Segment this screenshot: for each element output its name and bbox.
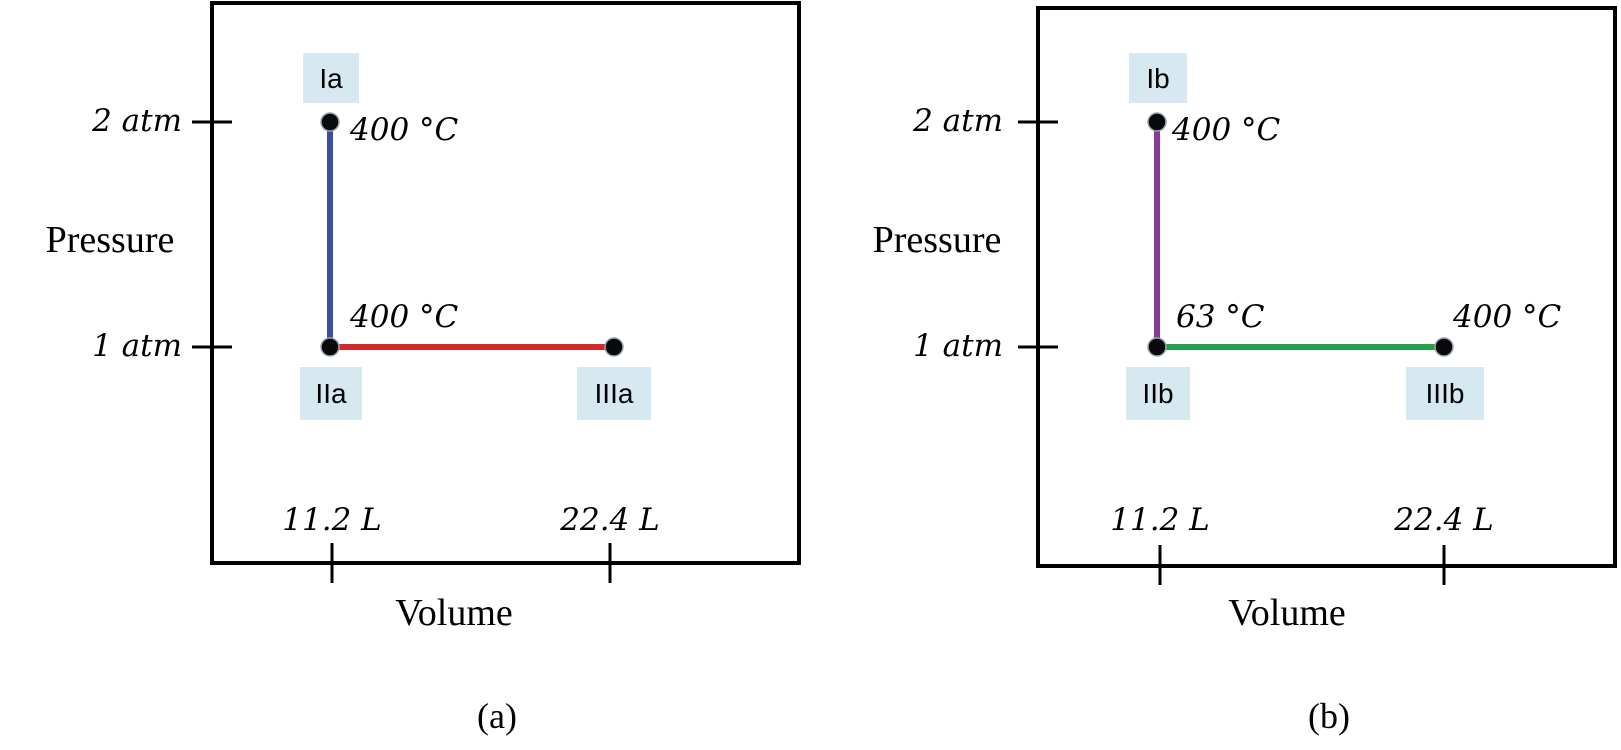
panel-b-temp-iib: 63 °C <box>1176 299 1265 335</box>
panel-b-temp-ib: 400 °C <box>1171 112 1281 148</box>
panel-a-state-label-ia: Ia <box>319 63 343 94</box>
panel-a-point-iia <box>320 337 340 357</box>
panel-a-state-label-iia: IIa <box>315 378 347 409</box>
panel-b-x-axis-title: Volume <box>1228 592 1346 634</box>
panel-b-state-label-iib: IIb <box>1142 378 1173 409</box>
panel-b-y-axis-title: Pressure <box>873 219 1002 261</box>
panel-b-state-box-iib <box>1126 367 1190 420</box>
panel-a-state-box-iiia <box>577 367 651 420</box>
panel-b-point-iiib <box>1434 337 1454 357</box>
panel-a-state-label-iiia: IIIa <box>595 378 634 409</box>
panel-a-state-box-ia <box>303 53 359 103</box>
panel-b-point-ib <box>1147 112 1167 132</box>
panel-b-state-box-ib <box>1129 53 1187 103</box>
panel-b-y-tick-label-1atm: 1 atm <box>913 328 1003 364</box>
panel-b-x-tick-label-22L: 22.4 L <box>1393 502 1493 538</box>
panel-a-x-tick-label-22L: 22.4 L <box>559 502 659 538</box>
panel-b-y-tick-label-2atm: 2 atm <box>912 103 1003 139</box>
panel-b-state-label-ib: Ib <box>1146 63 1169 94</box>
panel-a-caption: (a) <box>477 696 517 736</box>
panel-b-state-box-iiib <box>1406 367 1484 420</box>
panel-b-temp-iiib: 400 °C <box>1452 299 1562 335</box>
panel-a-y-tick-label-1atm: 1 atm <box>92 328 182 364</box>
panel-b-point-iib <box>1147 337 1167 357</box>
panel-a-state-box-iia <box>300 367 362 420</box>
panel-a: 2 atm 1 atm 11.2 L 22.4 L Pressure Volum… <box>46 1 801 736</box>
panel-a-point-ia <box>320 112 340 132</box>
panel-a-y-tick-label-2atm: 2 atm <box>91 103 182 139</box>
panel-a-frame <box>210 1 801 565</box>
panel-a-temp-iia: 400 °C <box>349 299 459 335</box>
panel-b-frame <box>1036 6 1617 568</box>
panel-b-x-tick-label-11L: 11.2 L <box>1110 502 1209 538</box>
panel-b: 2 atm 1 atm 11.2 L 22.4 L Pressure Volum… <box>873 6 1617 736</box>
panel-a-x-tick-label-11L: 11.2 L <box>282 502 381 538</box>
panel-a-y-axis-title: Pressure <box>46 219 175 261</box>
panel-b-caption: (b) <box>1308 696 1350 736</box>
panel-a-temp-ia: 400 °C <box>349 112 459 148</box>
panel-b-state-label-iiib: IIIb <box>1426 378 1465 409</box>
panel-a-point-iiia <box>604 337 624 357</box>
panel-a-x-axis-title: Volume <box>395 592 513 634</box>
